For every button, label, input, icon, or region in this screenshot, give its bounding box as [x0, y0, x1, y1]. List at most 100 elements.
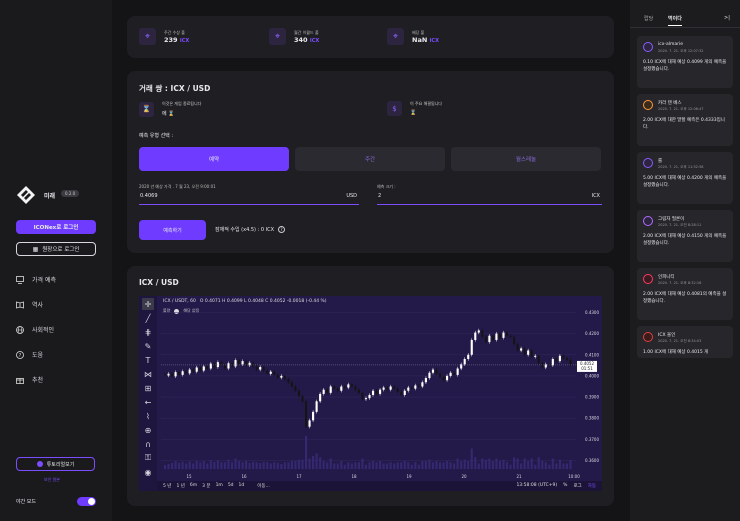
eye-icon[interactable]: ◉	[144, 467, 152, 477]
candle-body	[315, 401, 318, 412]
candle-body	[562, 355, 565, 358]
candle-body	[449, 372, 452, 376]
pair-title: 거래 쌍 : ICX / USD	[139, 84, 211, 93]
candle-body	[206, 366, 209, 369]
size-input[interactable]: 2 ICX	[377, 192, 602, 205]
type-daily-button[interactable]: 예약	[139, 147, 289, 171]
settings-icon[interactable]	[174, 308, 180, 314]
volume-bar	[312, 456, 315, 469]
price-input[interactable]: 0.4069 USD	[139, 192, 359, 205]
trendline-icon[interactable]: ╱	[145, 313, 151, 323]
candle-body	[505, 332, 509, 336]
candle-body	[354, 386, 357, 390]
login-ledger-button[interactable]: ▦ 원장으로 로그인	[16, 242, 96, 256]
candle-body	[304, 401, 308, 427]
candle-body	[491, 335, 494, 340]
feed-item[interactable]: 를 2020. 7. 21. 오후 11:52:58 5.00 ICX에 대해 …	[637, 152, 733, 204]
magnet-icon[interactable]: ∩	[145, 439, 151, 449]
predict-button[interactable]: 예측하기	[139, 220, 206, 240]
measure-icon[interactable]: ⊞	[144, 383, 152, 393]
feed-item[interactable]: 카라 텐 베스 2020. 7. 21. 오후 12:06:47 2.00 IC…	[637, 94, 733, 146]
auto-toggle[interactable]: 자동	[587, 484, 596, 489]
view-source-link[interactable]: 보인 원본	[44, 477, 60, 482]
timeframe-3m[interactable]: 3 분	[202, 484, 211, 489]
candle-body	[237, 360, 241, 365]
ruler-icon[interactable]: ⌇	[146, 411, 150, 421]
back-arrow-icon[interactable]: ←	[144, 397, 152, 407]
percent-toggle[interactable]: %	[563, 483, 568, 488]
candle-body	[410, 387, 413, 389]
candle-body	[396, 388, 399, 392]
tab-feed[interactable]: 먹이다	[668, 15, 682, 26]
tutorial-button[interactable]: 튜토리얼보기	[16, 457, 95, 471]
candle-body	[343, 386, 346, 388]
candle-body	[431, 369, 435, 373]
timeframe-1y[interactable]: 1 년	[176, 484, 185, 489]
candle-body	[213, 363, 216, 368]
nav-item-social[interactable]: 사회적인	[16, 325, 56, 334]
feed-time: 2020. 7. 21. 오후 12:07:32	[658, 49, 704, 53]
candle-body	[456, 368, 459, 375]
candle-body	[428, 372, 431, 379]
volume-bar	[290, 461, 293, 469]
volume-bar	[333, 463, 336, 469]
candle-body	[350, 384, 353, 387]
timeframe-1d[interactable]: 1d	[238, 483, 245, 488]
no-data-label: 해당 없음	[183, 308, 200, 313]
volume-bar	[505, 462, 509, 469]
volume-bar	[361, 458, 364, 469]
feed-item[interactable]: 그림자 필론이 2020. 7. 21. 오전 8:28:11 2.00 ICX…	[637, 210, 733, 262]
nav-item-referral[interactable]: 추천	[16, 375, 56, 384]
goto-button[interactable]: 이동...	[257, 484, 270, 489]
candle-body	[216, 362, 219, 368]
brush-icon[interactable]: ✎	[144, 341, 152, 351]
type-monthly-button[interactable]: 월스레놀	[451, 147, 601, 171]
collapse-icon[interactable]: >|	[724, 15, 730, 21]
volume-bar	[213, 462, 216, 469]
nav-item-history[interactable]: 역사	[16, 300, 56, 309]
y-tick-label: 0.4000	[585, 373, 599, 378]
timeframe-5y[interactable]: 5 년	[163, 484, 172, 489]
feed-item[interactable]: ICX 올인 2020. 7. 21. 오전 8:34:03 1.00 ICX에…	[637, 326, 733, 358]
chart-legend: ICX / USDT, 60 O 0.4071 H 0.4099 L 0.404…	[163, 299, 327, 304]
nav-item-price-prediction[interactable]: 가격 예측	[16, 275, 56, 284]
fib-icon[interactable]: ⋕	[144, 327, 152, 337]
feed-item[interactable]: 인피니티 2020. 7. 21. 오후 8:32:16 2.00 ICX에 대…	[637, 268, 733, 320]
volume-bar	[498, 461, 502, 469]
lock-icon[interactable]: ⚿	[144, 453, 152, 462]
crosshair-icon[interactable]: ✛	[142, 298, 154, 310]
resolve-text: 이 주요 해결됩니다	[410, 101, 442, 106]
volume-bar	[375, 462, 378, 469]
volume-bar	[209, 460, 212, 469]
volume-bar	[484, 459, 487, 469]
type-weekly-button[interactable]: 주간	[295, 147, 445, 171]
toggle-knob	[88, 498, 95, 505]
volume-bar	[513, 457, 516, 469]
zoom-icon[interactable]: ⊕	[144, 425, 152, 435]
nav-menu: 가격 예측 역사 사회적인 ? 도움 추천	[16, 275, 56, 384]
game-end-time: 에 ⌛	[162, 111, 175, 117]
candle-body	[245, 361, 248, 366]
pattern-icon[interactable]: ⋈	[144, 369, 152, 379]
timeframe-6m[interactable]: 6m	[189, 483, 198, 488]
nav-item-help[interactable]: ? 도움	[16, 350, 56, 359]
volume-bar	[340, 461, 343, 469]
candlestick-chart[interactable]: 0.4300 0.4200 0.4100 0.4000 0.3900 0.3800 0.37…	[157, 296, 602, 481]
divider	[630, 27, 740, 28]
text-icon[interactable]: T	[145, 355, 151, 365]
log-toggle[interactable]: 로그	[573, 484, 582, 489]
tab-rank[interactable]: 랍당	[644, 16, 654, 22]
volume-legend: 볼량 해당 없음	[163, 308, 199, 314]
night-mode-toggle[interactable]	[77, 497, 96, 506]
stat-unit: ICX	[179, 37, 190, 44]
info-icon[interactable]: ?	[278, 226, 286, 233]
candle-body	[269, 371, 272, 374]
login-iconex-button[interactable]: ICONex로 로그인	[16, 220, 96, 234]
feed-item[interactable]: icx-almarie 2020. 7. 21. 오후 12:07:32 0.1…	[637, 36, 733, 88]
volume-bar	[163, 465, 167, 469]
timeframe-1m[interactable]: 1m	[215, 483, 223, 488]
candle-body	[287, 379, 290, 383]
x-tick-label: 19	[406, 474, 412, 479]
feed-time: 2020. 7. 21. 오전 8:28:11	[658, 223, 702, 227]
timeframe-5d[interactable]: 5d	[227, 483, 234, 488]
